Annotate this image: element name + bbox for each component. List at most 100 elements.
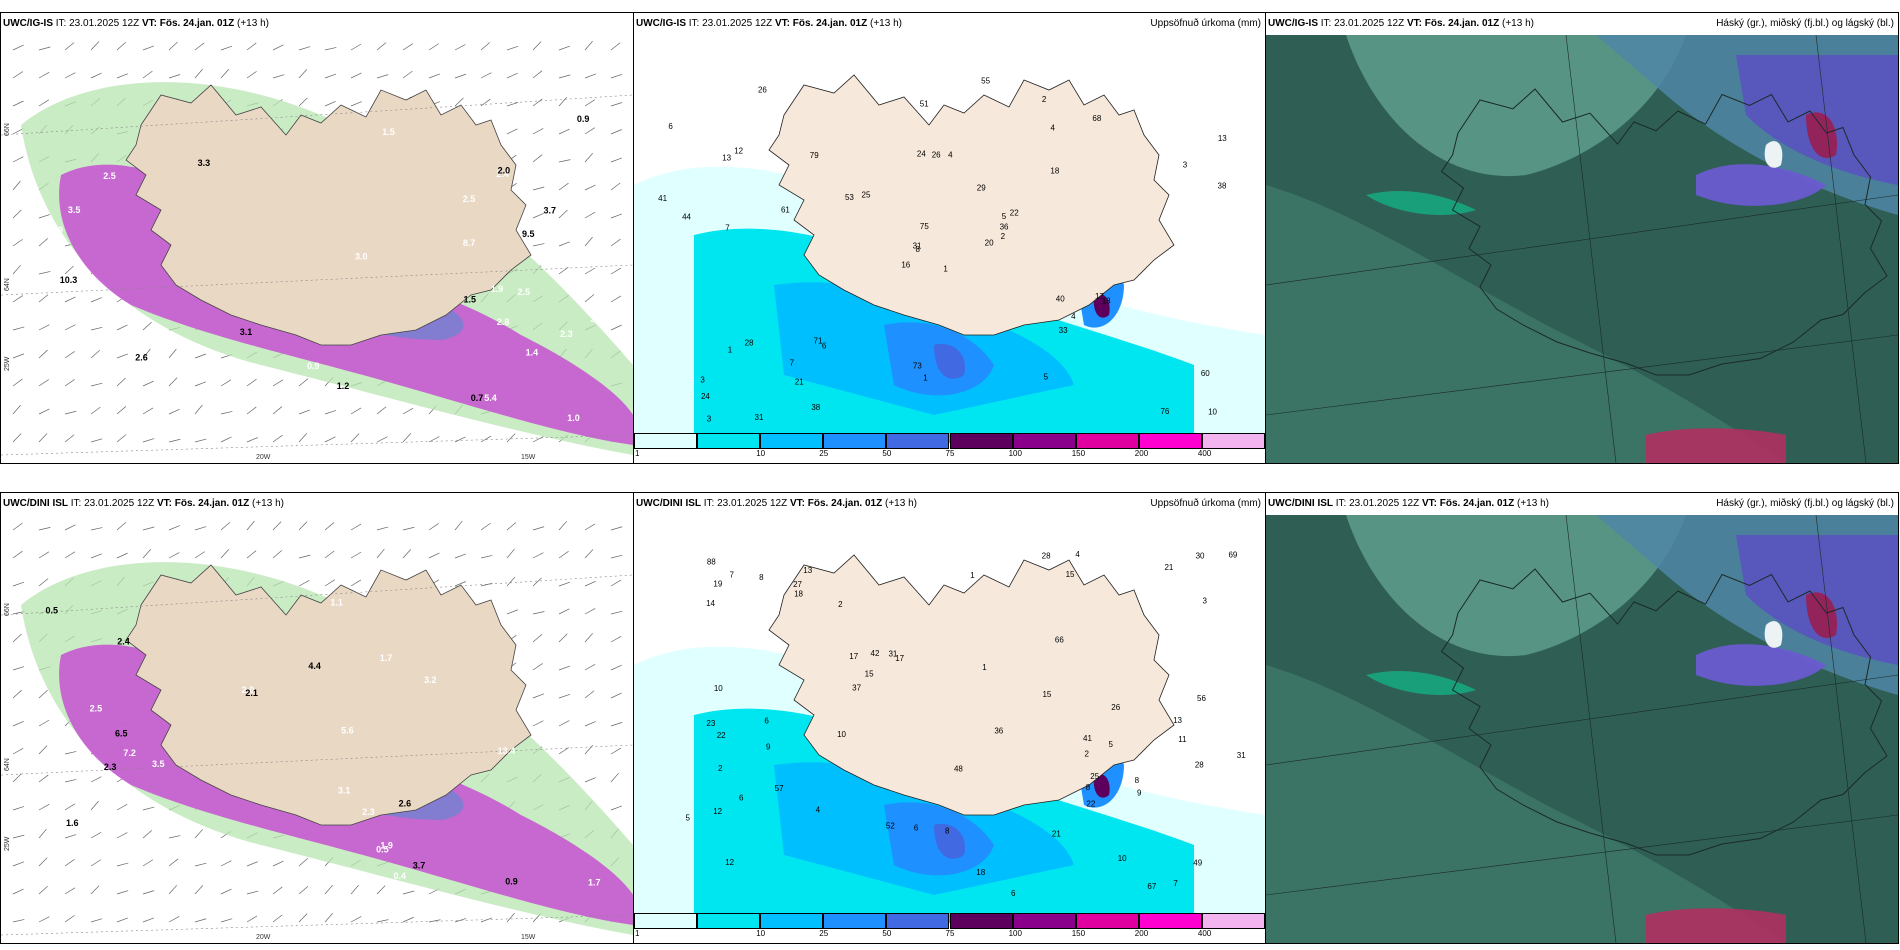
lat-label: 25W xyxy=(4,356,11,371)
precip-value-label: 27 xyxy=(793,580,802,589)
precip-value-label: 7 xyxy=(725,223,730,232)
wind-barb xyxy=(506,128,518,135)
wind-value-label: 6.7 xyxy=(567,243,580,253)
precip-map-row2: 2111213171012151761423194952564836315769… xyxy=(634,550,1265,923)
legend-tick-label: 50 xyxy=(882,449,892,458)
precip-value-label: 38 xyxy=(1218,182,1227,191)
lat-label: 66N xyxy=(4,603,11,616)
lat-label: 64N xyxy=(4,278,11,291)
precip-value-label: 3 xyxy=(707,415,712,424)
precip-value-label: 48 xyxy=(954,764,963,773)
wind-barb xyxy=(298,46,311,51)
wind-barb xyxy=(532,577,542,587)
wind-barb xyxy=(116,41,126,51)
wind-barb xyxy=(12,633,22,643)
wind-barb xyxy=(532,720,544,727)
legend-tick-label: 200 xyxy=(1134,449,1149,458)
wind-barb xyxy=(194,829,204,839)
wind-barb xyxy=(610,772,619,783)
wind-barb xyxy=(506,609,518,615)
wind-barb xyxy=(272,521,282,531)
wind-barb xyxy=(506,433,516,443)
precip-value-label: 2 xyxy=(1001,232,1006,241)
wind-barb xyxy=(298,580,310,587)
graticule-line xyxy=(1266,334,1898,416)
precip-value-label: 28 xyxy=(1195,760,1204,769)
wind-barb xyxy=(350,551,362,559)
wind-barb xyxy=(350,433,360,443)
wind-barb xyxy=(142,806,155,811)
wind-value-label: 3.5 xyxy=(68,205,81,215)
wind-barb xyxy=(532,186,545,191)
wind-barb xyxy=(272,74,285,79)
wind-value-label: 1.7 xyxy=(380,653,393,663)
wind-value-label: 3.1 xyxy=(240,327,253,337)
precip-value-label: 13 xyxy=(803,566,812,575)
iceland-land xyxy=(768,554,1175,816)
wind-barb xyxy=(428,919,441,923)
wind-barb xyxy=(168,408,180,415)
wind-value-label: 2.1 xyxy=(245,688,258,698)
precip-value-label: 3 xyxy=(1202,596,1207,605)
precip-value-label: 4 xyxy=(1071,312,1076,321)
precip-value-label: 4 xyxy=(816,806,821,815)
precip-value-label: 49 xyxy=(1193,858,1202,867)
precip-value-label: 67 xyxy=(1147,882,1156,891)
wind-barb xyxy=(610,324,622,331)
graticule-line xyxy=(1,434,633,456)
wind-barb xyxy=(584,236,593,247)
wind-barb xyxy=(64,296,76,303)
precip-value-label: 10 xyxy=(1208,407,1217,416)
cloud-map-row2 xyxy=(1266,515,1898,943)
wind-barb xyxy=(12,806,25,811)
wind-barb xyxy=(38,324,50,331)
wind-barb xyxy=(324,47,337,51)
wind-barb xyxy=(428,436,440,443)
wind-value-label: 0.9 xyxy=(505,876,518,886)
precip-value-label: 10 xyxy=(837,730,846,739)
wind-barb xyxy=(532,663,543,671)
wind-barb xyxy=(480,522,491,531)
wind-barb xyxy=(376,548,385,559)
wind-barb xyxy=(38,46,51,51)
legend-swatch xyxy=(1075,433,1139,449)
wind-barb xyxy=(584,549,594,559)
wind-barb xyxy=(532,552,544,559)
precip-value-label: 23 xyxy=(706,719,715,728)
wind-barb xyxy=(38,408,50,415)
precip-value-label: 68 xyxy=(1092,114,1101,123)
wind-barb xyxy=(38,828,47,839)
wind-barb xyxy=(532,128,544,135)
wind-barb xyxy=(90,349,100,359)
wind-barb xyxy=(272,379,284,387)
graticule-line xyxy=(1,94,633,136)
legend-tick-label: 150 xyxy=(1071,929,1086,938)
wind-barb xyxy=(38,803,50,811)
wind-barb xyxy=(610,238,621,247)
wind-barb xyxy=(38,214,51,219)
wind-barb xyxy=(38,527,51,531)
precip-value-label: 42 xyxy=(871,649,880,658)
cloud-layer xyxy=(1266,665,1786,943)
legend-swatch xyxy=(1075,913,1139,929)
panel-header-cloud-row2: UWC/DINI ISL IT: 23.01.2025 12Z VT: Fös.… xyxy=(1266,493,1898,515)
wind-barb xyxy=(38,99,50,107)
wind-barb xyxy=(558,241,570,247)
precip-value-label: 15 xyxy=(1066,570,1075,579)
wind-value-label: 0.5 xyxy=(376,845,389,855)
graticule-line xyxy=(1815,35,1867,463)
precip-value-label: 20 xyxy=(985,239,994,248)
wind-barb xyxy=(38,238,49,247)
wind-barb xyxy=(376,526,389,531)
legend-tick-label: 10 xyxy=(756,449,766,458)
precip-value-label: 24 xyxy=(917,149,926,158)
wind-value-label: 0.9 xyxy=(307,361,320,371)
iceland-outline xyxy=(1440,568,1888,856)
wind-barb xyxy=(168,885,178,895)
wind-barb xyxy=(12,239,23,247)
iceland-land xyxy=(125,84,532,346)
wind-barb xyxy=(558,747,569,755)
wind-barb xyxy=(610,692,622,699)
panel-wind-row2: UWC/DINI ISL IT: 23.01.2025 12Z VT: Fös.… xyxy=(0,492,634,944)
wind-barb xyxy=(324,550,335,559)
